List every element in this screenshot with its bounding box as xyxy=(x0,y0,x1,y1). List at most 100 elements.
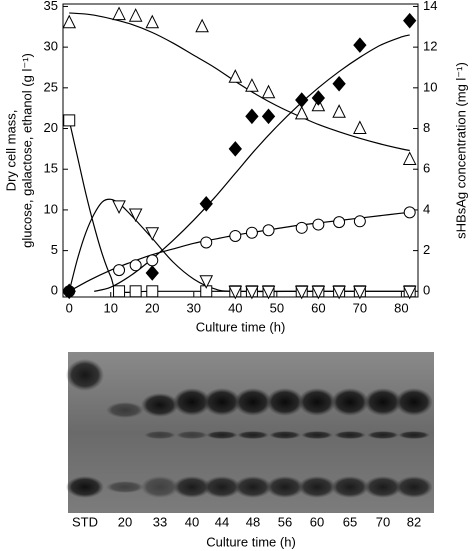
data-point xyxy=(245,285,259,300)
gel-band xyxy=(301,431,333,439)
x-tick-label: 30 xyxy=(187,300,201,315)
gel-band xyxy=(141,476,179,498)
data-point xyxy=(402,151,417,165)
data-point xyxy=(112,6,126,21)
gel-band xyxy=(269,431,301,439)
data-point xyxy=(333,216,346,229)
data-point xyxy=(128,208,143,223)
data-point xyxy=(294,285,309,300)
data-point xyxy=(228,69,243,83)
gel-band xyxy=(234,476,272,498)
data-point xyxy=(113,285,126,298)
gel-band xyxy=(106,481,144,493)
gel-band xyxy=(173,388,211,416)
y2-tick-label: 14 xyxy=(423,0,437,13)
gel-band xyxy=(331,476,369,498)
data-point xyxy=(353,215,366,228)
gel-band xyxy=(234,388,272,416)
gel-x-label: Culture time (h) xyxy=(206,534,296,549)
gel-band xyxy=(66,359,104,391)
y-axis-label: Dry cell mass, xyxy=(3,110,18,192)
y2-tick-label: 10 xyxy=(423,79,437,94)
data-point xyxy=(245,226,258,239)
gel-band xyxy=(237,431,269,439)
data-point xyxy=(261,285,276,300)
x-tick-label: 70 xyxy=(353,300,367,315)
y2-tick-label: 4 xyxy=(423,201,430,216)
data-point xyxy=(403,206,416,219)
y2-tick-label: 0 xyxy=(423,283,430,298)
gel-band xyxy=(266,388,304,416)
data-point xyxy=(63,114,76,127)
y-axis-label: glucose, galactose, ethanol (g l⁻¹) xyxy=(19,53,34,248)
lane-label: 70 xyxy=(376,514,390,529)
x-tick-label: 80 xyxy=(394,300,408,315)
y2-tick-label: 2 xyxy=(423,242,430,257)
data-point xyxy=(229,229,242,242)
y2-axis-label: sHBsAg concentration (mg l⁻¹) xyxy=(453,62,468,239)
x-tick-label: 10 xyxy=(104,300,118,315)
lane-label: 33 xyxy=(153,514,167,529)
data-point xyxy=(332,75,346,92)
gel-band xyxy=(331,388,369,416)
y2-tick-label: 6 xyxy=(423,161,430,176)
x-tick-label: 40 xyxy=(228,300,242,315)
chart: 0 10 20 30 40 50 60 70 80 0 5 10 15 20 25 30 35 0 2 4 6 8 10 12… xyxy=(3,0,468,334)
data-point xyxy=(294,105,309,120)
x-tick-label: 20 xyxy=(145,300,159,315)
gel-band xyxy=(173,476,211,498)
data-point xyxy=(332,104,346,118)
data-point xyxy=(195,18,209,33)
data-point xyxy=(62,283,76,300)
gel-band xyxy=(106,402,144,418)
gel-band xyxy=(334,431,366,439)
y-tick-label: 15 xyxy=(44,161,58,176)
x-tick-label: 50 xyxy=(270,300,284,315)
data-point xyxy=(228,285,243,300)
data-point xyxy=(312,218,325,231)
fit-curve xyxy=(68,198,410,293)
lane-label: 48 xyxy=(246,514,260,529)
data-point xyxy=(245,78,259,92)
gel-band xyxy=(364,476,402,498)
gel-band xyxy=(367,431,399,439)
data-point xyxy=(353,37,367,53)
gel-band xyxy=(398,431,430,439)
data-point xyxy=(353,285,367,300)
lane-label: 82 xyxy=(407,514,421,529)
gel-band xyxy=(66,476,104,498)
data-point xyxy=(311,90,326,106)
lane-label: 20 xyxy=(118,514,132,529)
data-point xyxy=(199,196,213,212)
data-point xyxy=(311,285,326,300)
y-tick-label: 0 xyxy=(51,283,58,298)
data-point xyxy=(261,84,276,99)
y2-tick-label: 8 xyxy=(423,120,430,135)
data-point xyxy=(245,108,259,125)
lane-label: 65 xyxy=(343,514,357,529)
data-point xyxy=(262,224,275,237)
data-point xyxy=(295,221,308,234)
gel-band xyxy=(266,476,304,498)
data-point xyxy=(145,265,159,281)
x-tick-label: 0 xyxy=(66,300,73,315)
gel-band xyxy=(203,476,241,498)
data-point xyxy=(129,285,142,298)
lane-label: 44 xyxy=(215,514,229,529)
data-point xyxy=(112,200,126,214)
y-tick-label: 5 xyxy=(51,242,58,257)
data-point xyxy=(228,141,242,157)
data-point xyxy=(129,259,142,272)
y-tick-label: 35 xyxy=(44,0,58,13)
data-point xyxy=(295,92,309,108)
gel-band xyxy=(395,388,433,416)
y2-tick-label: 12 xyxy=(423,39,437,54)
data-point xyxy=(199,275,214,289)
data-point xyxy=(62,14,77,29)
data-point xyxy=(146,285,159,298)
gel: STD 20 33 40 44 48 56 60 65 70 82 xyxy=(66,352,434,529)
x-tick-label: 60 xyxy=(311,300,325,315)
data-point xyxy=(353,120,367,135)
